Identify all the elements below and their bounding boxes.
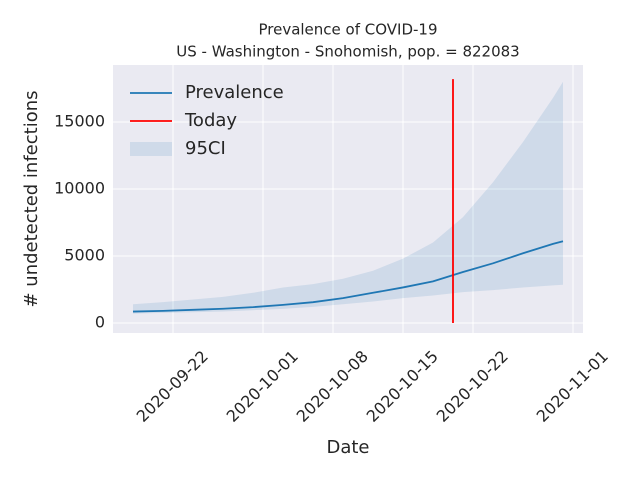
y-axis-label: # undetected infections xyxy=(21,90,42,307)
y-tick-label: 5000 xyxy=(64,245,105,264)
legend-swatch xyxy=(130,142,172,156)
y-tick-label: 15000 xyxy=(54,111,105,130)
confidence-band xyxy=(133,81,563,314)
plot-area xyxy=(113,65,583,333)
chart-subtitle: US - Washington - Snohomish, pop. = 8220… xyxy=(176,43,519,61)
y-tick-label: 0 xyxy=(95,312,105,331)
x-axis-label: Date xyxy=(326,437,369,458)
legend-label: Today xyxy=(184,110,237,131)
legend-label: Prevalence xyxy=(185,82,284,103)
series-line xyxy=(132,240,564,313)
legend-label: 95CI xyxy=(185,138,226,159)
chart-title: Prevalence of COVID-19 xyxy=(258,21,437,39)
y-tick-label: 10000 xyxy=(54,178,105,197)
